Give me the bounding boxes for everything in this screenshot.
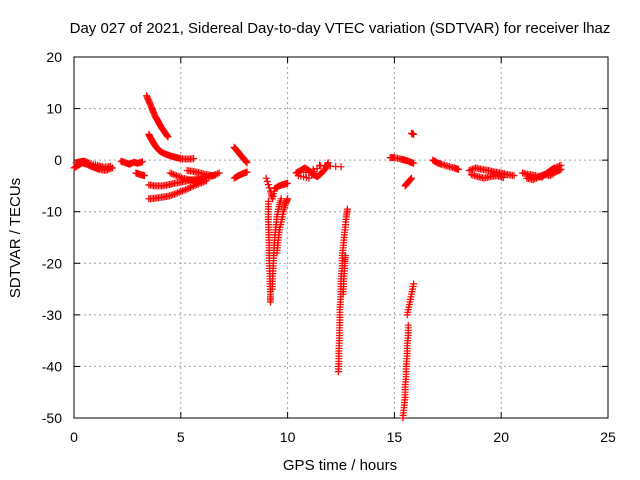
data-point (499, 174, 507, 182)
series-early-1 (72, 157, 114, 171)
series-band-21b (523, 165, 565, 184)
y-tick-label: -20 (42, 255, 62, 271)
series-fall-15 (399, 321, 412, 422)
data-point (532, 174, 540, 182)
data-point (267, 298, 274, 306)
data-point (510, 172, 518, 180)
data-point (173, 172, 180, 180)
data-point (170, 190, 178, 198)
data-point (186, 184, 194, 191)
x-tick-label: 20 (493, 429, 509, 445)
data-point (262, 174, 270, 182)
data-point (529, 176, 537, 184)
series-fall-9a (264, 197, 274, 306)
data-point (465, 167, 473, 174)
x-tick-label: 0 (70, 429, 78, 445)
series-cluster-15 (386, 154, 418, 167)
data-point (178, 187, 186, 195)
series-early-3 (132, 169, 148, 180)
data-point (210, 171, 218, 179)
y-tick-label: -40 (42, 358, 62, 374)
data-point (557, 165, 565, 173)
data-point (243, 159, 251, 167)
y-tick-label: -10 (42, 204, 62, 220)
series-spread-17 (429, 156, 462, 173)
data-point (531, 175, 539, 183)
y-tick-label: -30 (42, 307, 62, 323)
plot-frame (73, 56, 609, 419)
y-axis-label: SDTVAR / TECUs (7, 178, 24, 298)
data-point (337, 163, 345, 171)
data-points (70, 92, 565, 422)
data-point (177, 174, 185, 181)
series-dip-9 (262, 174, 292, 203)
data-point (138, 158, 146, 166)
data-point (243, 168, 251, 176)
series-fall-15b (403, 280, 418, 319)
data-point (455, 165, 462, 173)
y-tick-label: 20 (46, 49, 62, 65)
series-dot-15 (408, 129, 418, 138)
y-tick-label: -50 (42, 410, 62, 426)
y-tick-label: 10 (46, 101, 62, 117)
series-dip-15 (401, 174, 415, 190)
data-point (190, 155, 198, 163)
series-fall-12b (339, 252, 349, 298)
data-point (169, 170, 177, 178)
x-tick-label: 5 (177, 429, 185, 445)
data-point (106, 162, 114, 170)
series-arc-7b (230, 168, 251, 182)
data-point (214, 170, 222, 178)
data-point (264, 181, 272, 189)
data-point (174, 189, 182, 197)
series-cluster-11 (292, 159, 345, 182)
data-point (410, 280, 418, 288)
chart-title: Day 027 of 2021, Sidereal Day-to-day VTE… (70, 20, 611, 37)
data-point (164, 133, 172, 141)
series-band-2 (145, 177, 210, 203)
x-tick-label: 15 (387, 429, 403, 445)
data-point (468, 165, 476, 173)
x-tick-label: 10 (280, 429, 296, 445)
series-early-2 (117, 157, 146, 168)
series-band-4 (183, 167, 223, 180)
data-point (334, 368, 342, 376)
x-axis-label: GPS time / hours (283, 457, 397, 474)
series-arc-high (143, 92, 172, 141)
data-point (183, 185, 191, 193)
series-fall-9c (273, 195, 292, 257)
data-point (404, 321, 412, 329)
data-point (215, 169, 223, 177)
data-point (141, 172, 148, 180)
data-point (410, 130, 418, 138)
data-point (284, 179, 292, 187)
data-point (268, 285, 276, 293)
y-tick-label: 0 (54, 152, 62, 168)
data-point (185, 184, 193, 192)
axis-ticks: 0 5 10 15 20 25 -50 -40 -30 -20 -10 0 10 20 (42, 49, 616, 445)
data-point (263, 177, 271, 185)
data-point (408, 174, 415, 182)
data-point (188, 183, 196, 191)
series-arc-7 (230, 143, 251, 167)
data-point (166, 169, 174, 177)
series-band-19b (467, 171, 507, 182)
data-point (182, 186, 190, 194)
series-arc-mid (145, 130, 198, 163)
data-point (339, 290, 347, 298)
data-point (273, 249, 281, 257)
data-point (410, 159, 418, 167)
x-tick-label: 25 (600, 429, 616, 445)
